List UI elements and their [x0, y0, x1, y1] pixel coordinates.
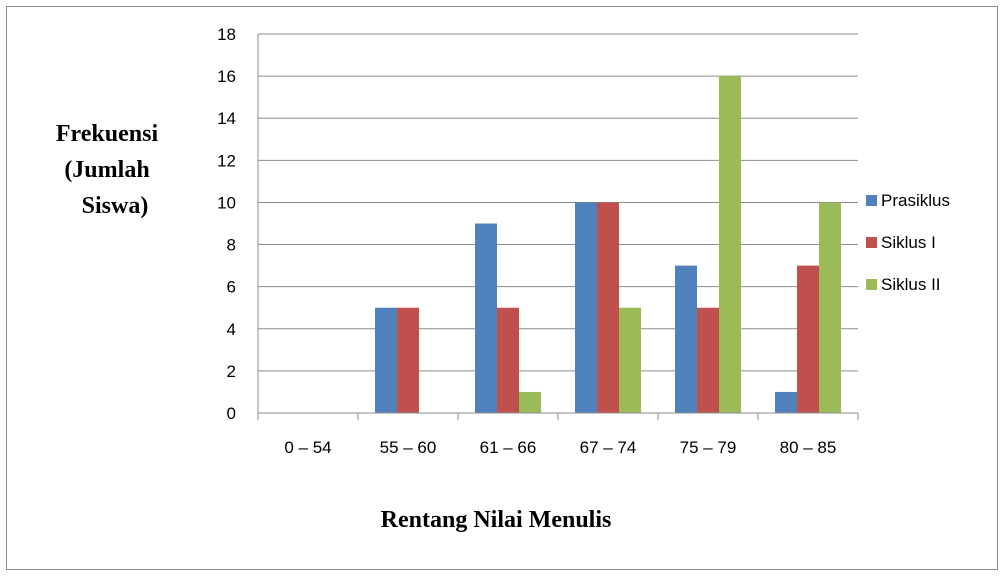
bar	[819, 202, 841, 413]
bar	[675, 265, 697, 413]
legend-swatch	[866, 237, 877, 248]
y-tick-label: 18	[217, 25, 236, 44]
x-tick-label: 80 – 85	[780, 438, 837, 457]
legend-label: Prasiklus	[881, 191, 950, 210]
legend-label: Siklus I	[881, 233, 936, 252]
bar	[519, 391, 541, 413]
bar	[697, 307, 719, 413]
x-tick-label: 75 – 79	[680, 438, 737, 457]
x-tick-labels: 0 – 54 55 – 60 61 – 66 67 – 74 75 – 79 80 – 8…	[284, 438, 836, 457]
bars	[375, 76, 841, 413]
y-tick-label: 12	[217, 151, 236, 170]
legend: Prasiklus Siklus I Siklus II	[866, 191, 950, 294]
y-axis-title-line-3: Siswa)	[82, 193, 149, 219]
bar	[597, 202, 619, 413]
bar	[475, 223, 497, 413]
bar	[719, 76, 741, 413]
bar	[619, 307, 641, 413]
y-axis-title-line-1: Frekuensi	[56, 121, 159, 147]
y-tick-label: 14	[217, 109, 236, 128]
y-tick-label: 16	[217, 67, 236, 86]
bar	[397, 307, 419, 413]
legend-swatch	[866, 279, 877, 290]
bar	[775, 391, 797, 413]
y-tick-label: 6	[227, 278, 236, 297]
x-tick-label: 67 – 74	[580, 438, 637, 457]
bar	[375, 307, 397, 413]
y-axis-title-line-2: (Jumlah	[64, 157, 149, 183]
y-tick-label: 10	[217, 193, 236, 212]
y-tick-label: 2	[227, 362, 236, 381]
bar	[497, 307, 519, 413]
y-tick-label: 8	[227, 236, 236, 255]
y-tick-label: 0	[227, 404, 236, 423]
y-axis-title: Frekuensi (Jumlah Siswa)	[56, 121, 164, 219]
gridlines	[258, 33, 858, 372]
x-axis-title: Rentang Nilai Menulis	[381, 507, 612, 533]
x-tick-label: 61 – 66	[480, 438, 537, 457]
x-tick-label: 55 – 60	[380, 438, 437, 457]
legend-label: Siklus II	[881, 275, 941, 294]
x-tick-label: 0 – 54	[284, 438, 331, 457]
legend-swatch	[866, 195, 877, 206]
bar	[575, 202, 597, 413]
y-tick-label: 4	[227, 320, 236, 339]
y-tick-labels: 0 2 4 6 8 10 12 14 16 18	[217, 25, 236, 423]
axes	[257, 34, 859, 420]
bar	[797, 265, 819, 413]
